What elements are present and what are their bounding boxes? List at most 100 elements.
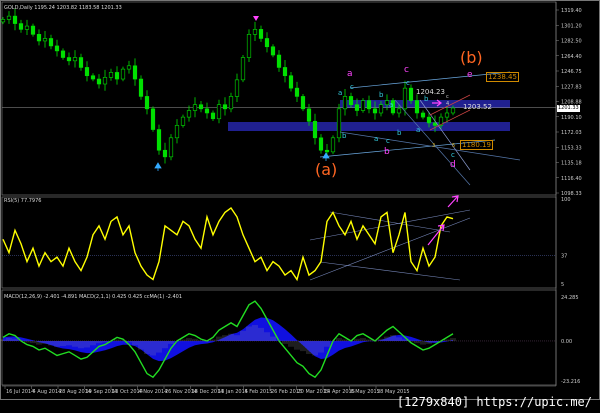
candle	[72, 57, 78, 62]
candle	[360, 100, 366, 111]
candle	[288, 75, 294, 89]
candle	[402, 87, 408, 110]
candle	[336, 108, 342, 139]
ohlc-values: 1195.24 1203.82 1183.58 1201.33	[34, 5, 122, 11]
candle	[246, 34, 252, 58]
candle	[330, 137, 336, 153]
price-tick-label: 1319.40	[561, 8, 582, 14]
wave-count-label: 5	[452, 143, 456, 149]
candle	[396, 108, 402, 114]
wave-minor-label: b	[397, 129, 402, 137]
panel-frame	[1, 1, 557, 196]
candle	[312, 120, 318, 139]
candle	[432, 122, 438, 126]
candle	[354, 104, 360, 111]
candle	[60, 50, 66, 58]
time-tick-label: 4 Nov 2014	[139, 389, 168, 395]
candle	[384, 100, 390, 105]
candle	[408, 87, 414, 101]
wave-label-cycle-a: (a)	[315, 160, 338, 179]
candle	[156, 129, 162, 151]
candle	[12, 15, 18, 24]
wave-minor-label: c	[386, 137, 390, 145]
trend-line	[394, 99, 471, 186]
price-tag-high: 1204.23	[416, 88, 445, 96]
candle	[150, 108, 156, 130]
trend-line	[419, 99, 471, 171]
wave-label-b: b	[384, 147, 390, 157]
candle	[258, 29, 264, 39]
wave-minor-label: a	[338, 89, 343, 97]
trend-line	[349, 71, 511, 89]
candle	[420, 112, 426, 118]
candle	[294, 87, 300, 97]
candle	[264, 38, 270, 48]
price-tick-label: 1098.33	[561, 191, 582, 197]
candle	[78, 57, 84, 68]
candle	[18, 23, 24, 30]
trend-line	[319, 139, 496, 158]
right-arrow-icon	[432, 99, 442, 107]
rsi-arrow-icon	[427, 195, 459, 246]
wave-label-c: c	[404, 65, 409, 75]
price-tick-label: 1301.20	[561, 23, 582, 29]
candle	[366, 100, 372, 110]
wave-minor-label: b	[379, 91, 384, 99]
rsi-label: RSI(5) 77.7976	[4, 198, 42, 204]
price-tick-label: 1208.88	[561, 100, 582, 106]
macd-tick-label: 24.285	[561, 295, 579, 301]
wave-minor-label: a	[374, 135, 379, 143]
time-tick-label: 28 Aug 2014	[59, 389, 91, 395]
time-tick-label: 6 May 2015	[351, 389, 380, 395]
candle	[6, 15, 12, 20]
chart-canvas: 1319.40 1301.20 1282.50 1264.40 1246.75 1227.…	[0, 1, 582, 395]
candle	[192, 104, 198, 111]
candle	[378, 104, 384, 114]
time-tick-label: 26 Nov 2014	[165, 389, 197, 395]
price-tag-upper: 1238.45	[486, 72, 519, 82]
wave-minor-label: c	[406, 79, 410, 87]
candle	[186, 110, 192, 118]
rsi-tick-label: 100	[561, 197, 571, 203]
candle	[318, 137, 324, 151]
resistance-band	[340, 100, 510, 108]
symbol-header: GOLD,Daily 1195.24 1203.82 1183.58 1201.…	[4, 5, 122, 11]
symbol-title: GOLD,Daily	[4, 5, 33, 11]
time-tick-label: 19 Sep 2014	[86, 389, 118, 395]
candle	[348, 96, 354, 105]
candle	[438, 116, 444, 126]
candle	[240, 57, 246, 81]
trend-line	[429, 109, 471, 131]
macd-line	[2, 300, 454, 379]
candle	[114, 72, 120, 80]
chart-window	[0, 0, 600, 400]
candle	[300, 96, 306, 110]
price-tick-label: 1172.03	[561, 130, 582, 136]
candle	[306, 108, 312, 122]
price-tick-label: 1190.10	[561, 115, 582, 121]
time-tick-label: 16 Jul 2014	[6, 389, 34, 395]
candle	[174, 125, 180, 139]
wave-label-e: e	[467, 70, 473, 80]
price-tag-lower: 1180.19	[460, 140, 493, 150]
wave-minor-label: a	[389, 101, 394, 109]
time-tick-label: 18 Dec 2014	[192, 389, 224, 395]
candle	[414, 100, 420, 114]
candle	[42, 38, 48, 42]
candle	[276, 54, 282, 68]
candle	[126, 65, 132, 70]
macd-signal-area	[3, 317, 453, 362]
time-tick-label: 26 Feb 2015	[271, 389, 302, 395]
wave-label-cycle-b: (b)	[460, 48, 483, 67]
price-tick-label: 1227.83	[561, 84, 582, 90]
candle	[222, 104, 228, 110]
wave-minor-label: c	[451, 151, 455, 159]
candle	[54, 45, 60, 52]
candle	[390, 100, 396, 114]
time-tick-label: 28 May 2015	[377, 389, 410, 395]
candle	[84, 67, 90, 77]
rsi-trend-line	[319, 261, 461, 281]
candle	[216, 104, 222, 120]
wave-label-d: d	[450, 160, 456, 170]
candle	[180, 116, 186, 126]
